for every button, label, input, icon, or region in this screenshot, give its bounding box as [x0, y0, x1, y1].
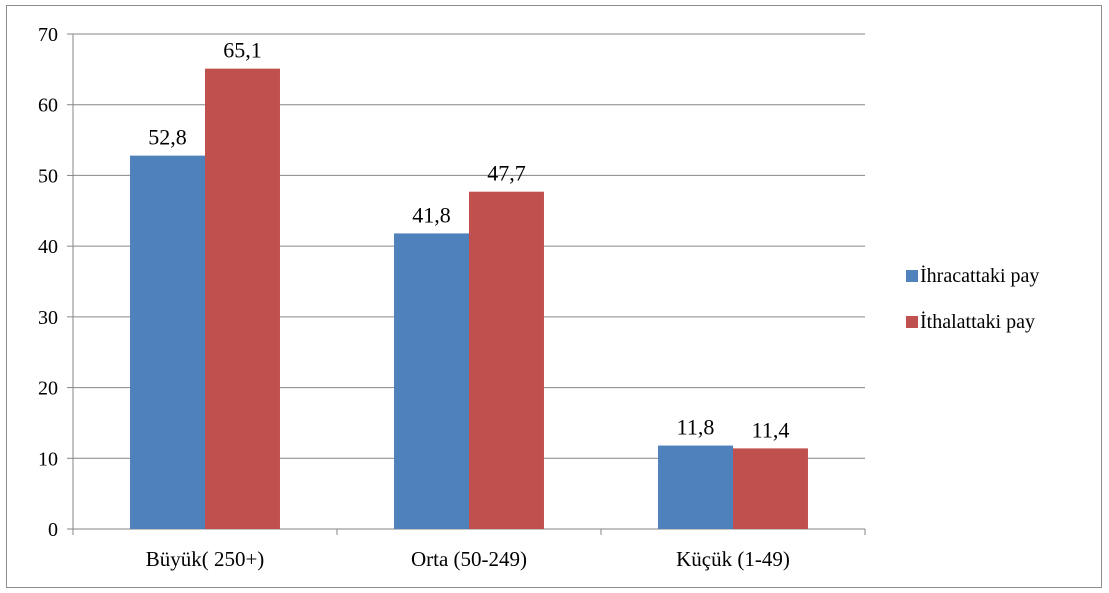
bar-export — [394, 233, 469, 529]
data-label: 11,8 — [677, 415, 715, 440]
y-tick-label: 10 — [38, 448, 58, 470]
data-label: 65,1 — [223, 38, 262, 63]
legend-swatch — [906, 316, 918, 328]
y-tick-label: 0 — [48, 519, 58, 541]
bar-export — [130, 155, 205, 529]
x-category-label: Küçük (1-49) — [676, 547, 790, 571]
data-label: 41,8 — [412, 202, 451, 227]
y-tick-label: 50 — [38, 165, 58, 187]
y-tick-label: 20 — [38, 378, 58, 400]
data-label: 47,7 — [487, 161, 526, 186]
legend-label: İhracattaki pay — [920, 264, 1039, 287]
legend-swatch — [906, 270, 918, 282]
data-label: 52,8 — [148, 125, 187, 150]
y-tick-label: 70 — [38, 24, 58, 46]
data-label: 11,4 — [752, 417, 790, 442]
x-category-label: Büyük( 250+) — [146, 547, 265, 571]
y-tick-label: 30 — [38, 307, 58, 329]
bar-import — [205, 68, 280, 530]
y-tick-label: 40 — [38, 236, 58, 258]
legend-label: İthalattaki pay — [920, 310, 1035, 333]
bar-import — [733, 448, 808, 529]
x-category-label: Orta (50-249) — [411, 547, 527, 571]
bar-export — [658, 445, 733, 529]
bar-import — [469, 191, 544, 529]
y-tick-label: 60 — [38, 95, 58, 117]
